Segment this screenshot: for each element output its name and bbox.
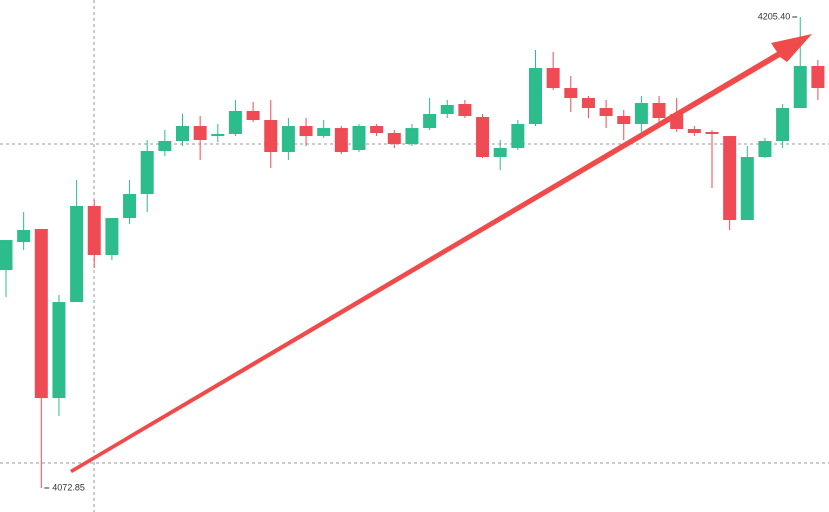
candle-body (440, 105, 454, 115)
candle-body (299, 126, 313, 137)
candle-body (581, 98, 595, 109)
candle-body (652, 103, 666, 119)
candle-body (123, 194, 137, 219)
candle-body (405, 128, 419, 145)
candle-body (105, 218, 119, 256)
candle-body (17, 230, 31, 243)
candle-body (352, 126, 366, 151)
candle-body (458, 104, 472, 117)
candle-body (511, 124, 525, 148)
candle-body (317, 128, 331, 137)
candle-body (264, 119, 278, 153)
candle-body (193, 126, 207, 141)
candle-body (758, 140, 772, 158)
candle-body (281, 126, 295, 153)
candle-body (793, 66, 807, 109)
max-label: 4205.40 (758, 11, 791, 21)
candle-body (423, 114, 437, 129)
min-label: 4072.85 (52, 482, 85, 492)
candle-body (0, 240, 13, 271)
candle-body (158, 140, 172, 152)
candle-body (811, 66, 825, 89)
candle-body (599, 108, 613, 117)
candle-body (34, 229, 48, 399)
candle-body (52, 302, 66, 399)
candle-body (334, 128, 348, 153)
candle-body (723, 136, 737, 221)
candle-body (776, 108, 790, 141)
candle-body (529, 68, 542, 125)
candle-body (617, 116, 631, 125)
candle-body (176, 126, 189, 141)
trend-arrow (70, 34, 812, 473)
candle-body (705, 132, 719, 134)
candle-body (211, 133, 225, 137)
candle-body (70, 206, 84, 303)
candle-body (740, 157, 754, 221)
candle-body (546, 68, 560, 89)
candle-body (246, 111, 260, 120)
candle-body (228, 111, 242, 134)
candle-body (370, 126, 384, 134)
candle-body (687, 129, 701, 134)
candle-body (634, 103, 648, 125)
candle-body (87, 206, 101, 256)
candle-body (493, 147, 507, 158)
candle-body (476, 117, 490, 158)
candle-body (564, 88, 578, 99)
candles (0, 16, 825, 488)
candle-body (387, 133, 401, 145)
candle-body (140, 151, 154, 195)
